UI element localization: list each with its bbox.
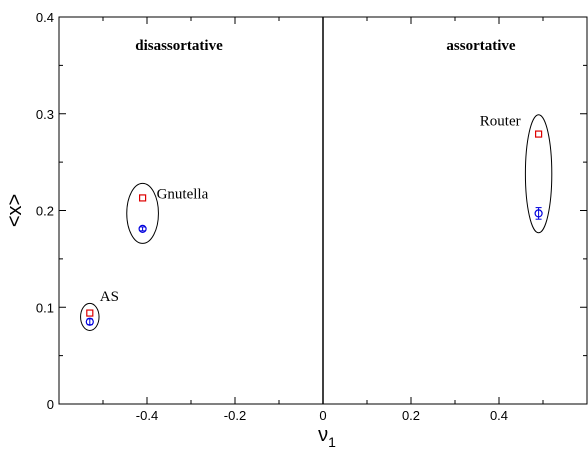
group-ellipse [126, 182, 159, 244]
y-axis-ticks: 0 0.1 0.2 0.3 0.4 [36, 10, 587, 412]
region-label: assortative [446, 38, 515, 54]
y-tick-label: 0.3 [36, 107, 54, 122]
group-label: Router [480, 114, 521, 130]
circle-point [138, 224, 147, 233]
square-point [86, 309, 94, 317]
group-label: Gnutella [157, 186, 209, 202]
x-tick-label: -0.4 [136, 408, 158, 423]
y-tick-label: 0 [47, 397, 54, 412]
group-ellipse [524, 114, 553, 234]
region-labels: disassortative assortative [135, 38, 516, 54]
x-tick-label: 0 [319, 408, 326, 423]
group-label: AS [100, 289, 119, 305]
y-axis-label: <x> [4, 194, 26, 227]
x-tick-label: 0.4 [490, 408, 508, 423]
x-axis-ticks: -0.4 -0.2 0 0.2 0.4 [102, 17, 544, 423]
circle-point [534, 209, 543, 218]
square-point [139, 194, 147, 202]
y-tick-label: 0.2 [36, 204, 54, 219]
y-tick-label: 0.1 [36, 300, 54, 315]
x-tick-label: 0.2 [402, 408, 420, 423]
x-axis-label: ν1 [318, 424, 336, 449]
data-points [85, 130, 543, 326]
square-point [534, 130, 543, 138]
x-tick-label: -0.2 [224, 408, 246, 423]
circle-point [85, 317, 94, 326]
group-ellipses: AS Gnutella Router [80, 114, 553, 331]
region-label: disassortative [135, 38, 223, 54]
y-tick-label: 0.4 [36, 10, 54, 25]
group-ellipse [80, 302, 100, 331]
